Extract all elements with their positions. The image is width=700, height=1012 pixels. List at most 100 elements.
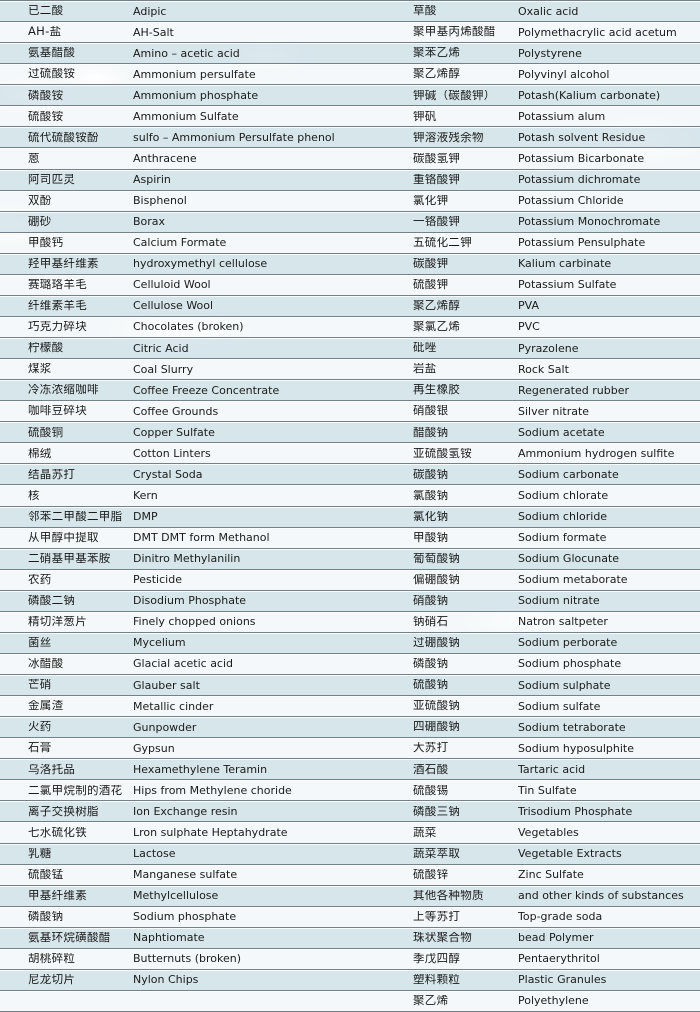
cell-english-right: Potassium Monochromate (518, 216, 661, 228)
cell-chinese-right: 聚苯乙烯 (413, 47, 461, 59)
table-row: 棉绒 Cotton Linters 亚硫酸氢铵 Ammonium hydrogen s… (0, 442, 700, 464)
cell-english-left: Citric Acid (133, 342, 189, 354)
table-row: 火药 Gunpowder 四硼酸钠 Sodium tetraborate (0, 716, 700, 738)
cell-chinese-left: 蒽 (28, 152, 40, 165)
cell-chinese-right: 亚硫酸氢铵 (413, 447, 472, 460)
cell-english-left: Pesticide (133, 574, 182, 586)
cell-chinese-left: 邻苯二甲酸二甲脂 (28, 510, 123, 523)
table-row: 农药 Pesticide 偏硼酸钠 Sodium metaborate (0, 568, 700, 590)
cell-chinese-right: 四硼酸钠 (413, 721, 461, 733)
cell-chinese-left: 冷冻浓缩咖啡 (28, 384, 99, 396)
cell-chinese-left: 羟甲基纤维素 (28, 258, 99, 270)
cell-chinese-left: 硫酸铵 (28, 110, 64, 123)
cell-chinese-left: 柠檬酸 (28, 342, 64, 354)
cell-chinese-right: 碳酸钾 (413, 258, 449, 270)
table-row: 阿司匹灵 Aspirin 重铬酸钾 Potassium dichromate (0, 168, 700, 190)
cell-english-right: Trisodium Phosphate (518, 805, 633, 817)
cell-chinese-left: AH-盐 (28, 26, 62, 38)
cell-chinese-right: 过硼酸钠 (413, 637, 461, 649)
cell-english-left: Chocolates (broken) (133, 321, 244, 333)
table-row: 结晶苏打 Crystal Soda 碳酸钠 Sodium carbonate (0, 463, 700, 485)
cell-chinese-left: 二氯甲烷制的酒花 (28, 784, 123, 797)
cell-english-right: Sodium hyposulphite (518, 742, 634, 754)
cell-chinese-right: 葡萄酸钠 (413, 552, 461, 565)
cell-english-right: Potassium Sulfate (518, 279, 617, 291)
table-row: 从甲醇中提取 DMT DMT form Methanol 甲酸钠 Sodium for… (0, 526, 700, 548)
cell-english-right: Sodium perborate (518, 637, 618, 649)
cell-chinese-right: 甲酸钠 (413, 531, 449, 544)
cell-english-left: Lactose (133, 848, 176, 860)
cell-english-right: Sodium acetate (518, 426, 605, 438)
cell-chinese-right: 草酸 (413, 5, 437, 17)
cell-chinese-right: 砒唑 (413, 342, 437, 354)
cell-chinese-left: 磷酸钠 (28, 910, 64, 923)
table-row: 过硫酸铵 Ammonium persulfate 聚乙烯醇 Polyvinyl alc… (0, 63, 700, 85)
cell-english-left: Butternuts (broken) (133, 953, 242, 965)
cell-english-left: Glacial acetic acid (133, 658, 234, 670)
cell-english-left: Ammonium phosphate (133, 89, 259, 101)
table-row: 冰醋酸 Glacial acetic acid 磷酸钠 Sodium phosphat… (0, 652, 700, 674)
cell-chinese-right: 重铬酸钾 (413, 173, 461, 186)
cell-chinese-right: 碳酸钠 (413, 468, 449, 481)
cell-english-right: Top-grade soda (518, 911, 603, 923)
cell-english-right: PVA (518, 300, 539, 312)
cell-english-left: hydroxymethyl cellulose (133, 258, 268, 270)
cell-english-right: Sodium metaborate (518, 574, 628, 586)
cell-english-left: AH-Salt (133, 26, 174, 38)
cell-english-right: Potash(Kalium carbonate) (518, 89, 661, 101)
cell-english-right: Pentaerythritol (518, 953, 600, 965)
cell-chinese-right: 硫酸锡 (413, 784, 449, 797)
cell-english-right: Sodium carbonate (518, 468, 619, 480)
table-row: 甲酸钙 Calcium Formate 五硫化二钾 Potassium Pensulp… (0, 231, 700, 253)
cell-chinese-right: 氯化钠 (413, 510, 449, 523)
cell-english-left: Metallic cinder (133, 700, 214, 712)
cell-chinese-right: 聚氯乙烯 (413, 321, 461, 333)
cell-chinese-left: 菌丝 (28, 637, 52, 649)
table-row: 精切洋葱片 Finely chopped onions 钠硝石 Natron salt… (0, 610, 700, 632)
cell-chinese-right: 硫酸钾 (413, 279, 449, 291)
cell-english-left: Cellulose Wool (133, 300, 214, 312)
cell-chinese-right: 氯化钾 (413, 194, 449, 207)
cell-chinese-left: 精切洋葱片 (28, 616, 87, 628)
cell-english-right: Sodium sulfate (518, 700, 601, 712)
cell-english-left: Bisphenol (133, 195, 187, 207)
cell-chinese-right: 偏硼酸钠 (413, 573, 461, 586)
cell-chinese-left: 从甲醇中提取 (28, 531, 99, 544)
cell-chinese-left: 已二酸 (28, 5, 64, 17)
table-row: 乌洛托品 Hexamethylene Teramin 酒石酸 Tartaric aci… (0, 758, 700, 780)
cell-english-right: Regenerated rubber (518, 384, 629, 396)
cell-english-left: Dinitro Methylanilin (133, 553, 241, 565)
cell-chinese-right: 酒石酸 (413, 763, 449, 776)
table-row: 硫代硫酸铵酚 sulfo – Ammonium Persulfate phenol… (0, 126, 700, 148)
cell-chinese-left: 乌洛托品 (28, 763, 76, 776)
table-row: 赛璐珞羊毛 Celluloid Wool 硫酸钾 Potassium Sulfate (0, 273, 700, 295)
cell-chinese-right: 硝酸钠 (413, 595, 449, 607)
cell-english-left: Naphtiomate (133, 932, 205, 944)
cell-english-left: Methylcellulose (133, 890, 219, 902)
cell-chinese-right: 珠状聚合物 (413, 932, 472, 944)
cell-english-right: Polymethacrylic acid acetum (518, 26, 677, 38)
table-row: 羟甲基纤维素 hydroxymethyl cellulose 碳酸钾 Kalium c… (0, 252, 700, 274)
cell-chinese-left: 硫酸锰 (28, 868, 64, 881)
cell-english-left: Coal Slurry (133, 363, 194, 375)
cell-english-left: Hexamethylene Teramin (133, 763, 268, 775)
cell-english-left: Sodium phosphate (133, 911, 237, 923)
cell-english-right: Silver nitrate (518, 405, 590, 417)
cell-english-left: Glauber salt (133, 679, 200, 691)
cell-english-right: Sodium Glocunate (518, 553, 620, 565)
cell-english-left: Copper Sulfate (133, 426, 215, 438)
cell-english-left: Gunpowder (133, 721, 197, 733)
cell-english-left: Ammonium Sulfate (133, 110, 239, 122)
cell-chinese-right: 上等苏打 (413, 910, 461, 923)
cell-chinese-right: 蔬菜 (413, 826, 437, 839)
cell-chinese-right: 磷酸三钠 (413, 805, 461, 818)
cell-english-right: Potassium Bicarbonate (518, 152, 645, 164)
cell-chinese-left: 甲基纤维素 (28, 889, 87, 902)
cell-english-right: Zinc Sulfate (518, 869, 584, 881)
table-row: 七水硫化铁 Lron sulphate Heptahydrate 蔬菜 Vegetab… (0, 821, 700, 843)
cell-english-right: Natron saltpeter (518, 616, 608, 628)
cell-chinese-right: 其他各种物质 (413, 889, 484, 902)
cell-chinese-right: 一铬酸钾 (413, 215, 461, 228)
table-row: 磷酸铵 Ammonium phosphate 钾碱（碳酸钾） Potash(Kaliu… (0, 84, 700, 106)
